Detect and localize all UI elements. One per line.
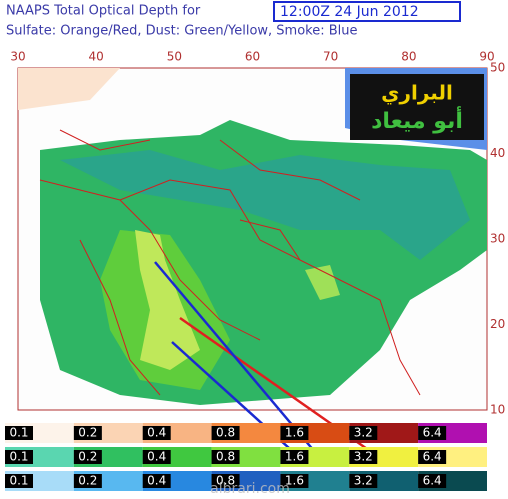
- legend-label-box: [418, 474, 447, 488]
- legend-label-box: [73, 474, 102, 488]
- watermark-box: [350, 74, 484, 140]
- legend-label-box: [211, 450, 240, 464]
- lon-label: 50: [167, 50, 182, 64]
- legend-label-box: [280, 474, 309, 488]
- dust-area-yellow: [305, 265, 340, 300]
- lat-label: 20: [490, 317, 505, 331]
- lat-label: 10: [490, 403, 505, 417]
- legend-label-box: [5, 450, 33, 464]
- legend-label: 0.2: [78, 426, 97, 440]
- legend-label-box: [418, 426, 447, 440]
- legend-label-box: [349, 474, 378, 488]
- legend-label: 6.4: [423, 474, 442, 488]
- legend-label: 0.2: [78, 474, 97, 488]
- legend-label: 0.1: [9, 426, 28, 440]
- lon-label: 90: [479, 50, 494, 64]
- legend: 0.1 0.2 0.4 0.8 1.6 3.2 6.4 0.1 0.2 0.4 0.8 1.6 3.2 6…: [5, 423, 487, 491]
- date: 12:00Z 24 Jun 2012: [280, 4, 419, 20]
- legend-label: 1.6: [285, 426, 304, 440]
- legend-label-box: [211, 426, 240, 440]
- legend-label: 0.4: [147, 426, 166, 440]
- legend-label: 1.6: [285, 474, 304, 488]
- legend-label: 0.1: [9, 474, 28, 488]
- legend-label: 0.1: [9, 450, 28, 464]
- map-area: البراري أبو ميعاد: [17, 67, 488, 460]
- dust-area-yellow: [135, 230, 200, 370]
- legend-label: 3.2: [354, 474, 373, 488]
- watermark-text: البراري: [381, 81, 453, 106]
- legend-label-box: [280, 450, 309, 464]
- legend-label: 0.8: [216, 450, 235, 464]
- legend-label: 1.6: [285, 450, 304, 464]
- date-box: [273, 1, 461, 22]
- legend-label-box: [280, 426, 309, 440]
- lon-label: 70: [323, 50, 338, 64]
- legend-label-box: [5, 426, 33, 440]
- lat-label: 30: [490, 232, 505, 246]
- sulfate-area: [18, 68, 120, 110]
- legend-label-box: [73, 426, 102, 440]
- legend-label: 0.8: [216, 474, 235, 488]
- legend-label-box: [5, 474, 33, 488]
- legend-label-box: [73, 450, 102, 464]
- legend-label: 6.4: [423, 450, 442, 464]
- site-watermark: albrari.com: [210, 481, 290, 497]
- legend-label-box: [349, 426, 378, 440]
- legend-label: 3.2: [354, 450, 373, 464]
- title: NAAPS Total Optical Depth for: [6, 4, 201, 19]
- lon-label: 30: [10, 50, 25, 64]
- legend-label: 0.8: [216, 426, 235, 440]
- subtitle: Sulfate: Orange/Red, Dust: Green/Yellow,…: [6, 24, 358, 39]
- legend-label-box: [349, 450, 378, 464]
- borders: [39, 129, 421, 396]
- legend-label: 0.2: [78, 450, 97, 464]
- legend-label: 0.4: [147, 474, 166, 488]
- lat-label: 40: [490, 146, 505, 160]
- legend-label-box: [142, 450, 171, 464]
- legend-label-box: [211, 474, 240, 488]
- legend-label: 3.2: [354, 426, 373, 440]
- legend-label-box: [142, 426, 171, 440]
- lon-label: 80: [401, 50, 416, 64]
- watermark-text: أبو ميعاد: [371, 105, 463, 134]
- legend-label-box: [142, 474, 171, 488]
- legend-label-box: [418, 450, 447, 464]
- legend-label: 0.4: [147, 450, 166, 464]
- dust-area-teal: [60, 150, 470, 260]
- lat-label: 50: [490, 61, 505, 75]
- legend-label: 6.4: [423, 426, 442, 440]
- lon-label: 60: [245, 50, 260, 64]
- lon-label: 40: [89, 50, 104, 64]
